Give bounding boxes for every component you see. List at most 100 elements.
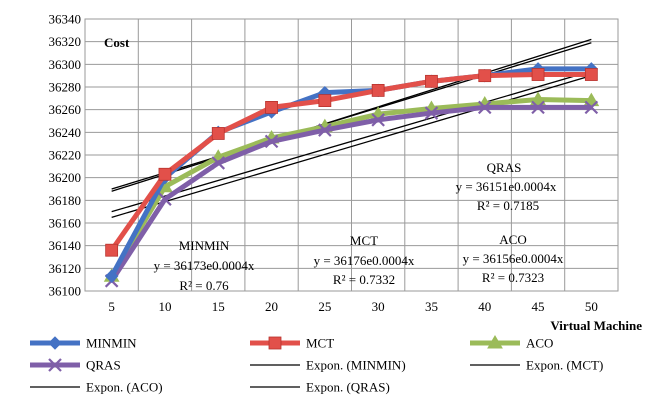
y-tick-label: 36180	[49, 193, 82, 208]
data-point-mct	[371, 84, 385, 97]
y-tick-label: 36280	[49, 80, 82, 95]
legend-marker	[48, 358, 62, 372]
x-tick-label: 5	[108, 299, 115, 314]
data-point-qras	[264, 134, 279, 149]
annotation-minmin-title: MINMIN	[179, 238, 230, 253]
data-point-qras	[371, 113, 385, 127]
trendline-mct	[111, 38, 592, 192]
marker-x-stroke	[477, 100, 492, 115]
series-line-aco	[109, 96, 592, 278]
legend-entry: Expon. (MINMIN)	[250, 358, 406, 373]
annotation-aco-r2: R² = 0.7323	[482, 270, 544, 285]
data-point-mct	[158, 167, 172, 181]
annotation-aco-title: ACO	[499, 232, 526, 247]
x-axis-label: Virtual Machine	[550, 318, 642, 333]
legend-label: Expon. (QRAS)	[306, 380, 390, 395]
legend-entry: ACO	[470, 335, 553, 351]
data-point-mct	[425, 74, 438, 88]
marker-x-stroke	[584, 100, 599, 115]
plot-area-frame	[84, 18, 619, 292]
legend-entry: QRAS	[30, 358, 121, 373]
legend-entry: Expon. (ACO)	[30, 380, 163, 395]
marker-x-stroke	[531, 100, 545, 115]
marker-x-stroke	[264, 134, 279, 149]
legend-label: Expon. (MCT)	[526, 358, 603, 373]
legend-entry: Expon. (MCT)	[470, 358, 603, 373]
y-tick-label: 36300	[49, 57, 82, 72]
annotation-mct: MCT y = 36176e0.0004x R² = 0.7332	[314, 233, 415, 287]
data-point-qras	[158, 192, 172, 206]
data-point-mct	[478, 69, 492, 83]
data-point-qras	[318, 123, 332, 137]
legend-marker	[268, 336, 282, 350]
x-tick-labels: 5 10 15 20 25 30 35 40 45 50	[108, 299, 597, 314]
y-tick-labels: 36100 36120 36140 36160 36180 36200 36220 36240…	[49, 12, 82, 299]
data-point-mct	[318, 94, 332, 107]
annotation-minmin-equation: y = 36173e0.0004x	[154, 258, 255, 273]
series	[103, 62, 600, 288]
annotation-qras-title: QRAS	[487, 160, 522, 175]
data-point-minmin	[104, 269, 119, 283]
series-line-mct	[109, 72, 592, 252]
legend-entry: MINMIN	[30, 336, 137, 351]
y-tick-label: 36220	[49, 148, 82, 163]
x-tick-label: 40	[478, 299, 491, 314]
x-tick-label: 45	[532, 299, 545, 314]
y-tick-label: 36340	[49, 12, 82, 27]
y-tick-label: 36200	[49, 170, 82, 185]
legend-label: Expon. (ACO)	[86, 380, 163, 395]
annotation-mct-equation: y = 36176e0.0004x	[314, 253, 415, 268]
legend-label: ACO	[526, 336, 553, 351]
marker-x-stroke	[211, 156, 226, 170]
marker-x-stroke	[158, 192, 172, 206]
annotation-qras-equation: y = 36151e0.0004x	[456, 179, 557, 194]
y-tick-label: 36320	[49, 34, 82, 49]
trendline-aco	[111, 70, 592, 213]
data-point-mct	[584, 68, 598, 81]
y-tick-label: 36160	[49, 216, 82, 231]
annotation-qras-r2: R² = 0.7185	[477, 198, 539, 213]
legend-entry: Expon. (QRAS)	[250, 380, 390, 395]
data-point-mct	[105, 243, 119, 257]
data-point-qras	[477, 100, 492, 115]
y-tick-label: 36240	[49, 125, 82, 140]
marker-x-stroke	[48, 358, 62, 372]
data-point-qras	[531, 100, 545, 115]
x-tick-label: 10	[158, 299, 171, 314]
legend-label: QRAS	[86, 358, 121, 373]
x-tick-label: 15	[212, 299, 225, 314]
y-tick-label: 36100	[49, 284, 82, 299]
x-tick-label: 50	[585, 299, 598, 314]
legend-label: Expon. (MINMIN)	[306, 358, 406, 373]
data-point-qras	[211, 156, 226, 170]
legend-label: MCT	[306, 336, 334, 351]
y-axis-label: Cost	[104, 35, 130, 50]
marker-x-stroke	[318, 123, 332, 137]
annotation-mct-title: MCT	[350, 233, 378, 248]
y-tick-label: 36140	[49, 238, 82, 253]
series-line-qras	[109, 104, 592, 283]
marker-x-stroke	[424, 106, 439, 120]
legend-marker	[48, 336, 62, 350]
data-point-qras	[424, 106, 439, 120]
x-tick-label: 20	[265, 299, 278, 314]
annotation-aco-equation: y = 36156e0.0004x	[463, 251, 564, 266]
x-tick-label: 35	[425, 299, 438, 314]
data-point-mct	[265, 101, 278, 114]
marker-x-stroke	[371, 113, 385, 127]
y-tick-label: 36260	[49, 102, 82, 117]
legend-label: MINMIN	[86, 336, 137, 351]
data-point-aco	[530, 91, 546, 105]
data-point-mct	[531, 68, 545, 81]
legend-entry: MCT	[250, 336, 334, 351]
annotation-mct-r2: R² = 0.7332	[333, 272, 395, 287]
annotation-minmin: MINMIN y = 36173e0.0004x R² = 0.76	[154, 238, 255, 293]
data-point-mct	[211, 127, 225, 140]
data-point-qras	[584, 100, 599, 115]
annotation-aco: ACO y = 36156e0.0004x R² = 0.7323	[463, 232, 564, 285]
annotation-qras: QRAS y = 36151e0.0004x R² = 0.7185	[456, 160, 557, 213]
y-tick-label: 36120	[49, 261, 82, 276]
x-tick-label: 25	[318, 299, 331, 314]
